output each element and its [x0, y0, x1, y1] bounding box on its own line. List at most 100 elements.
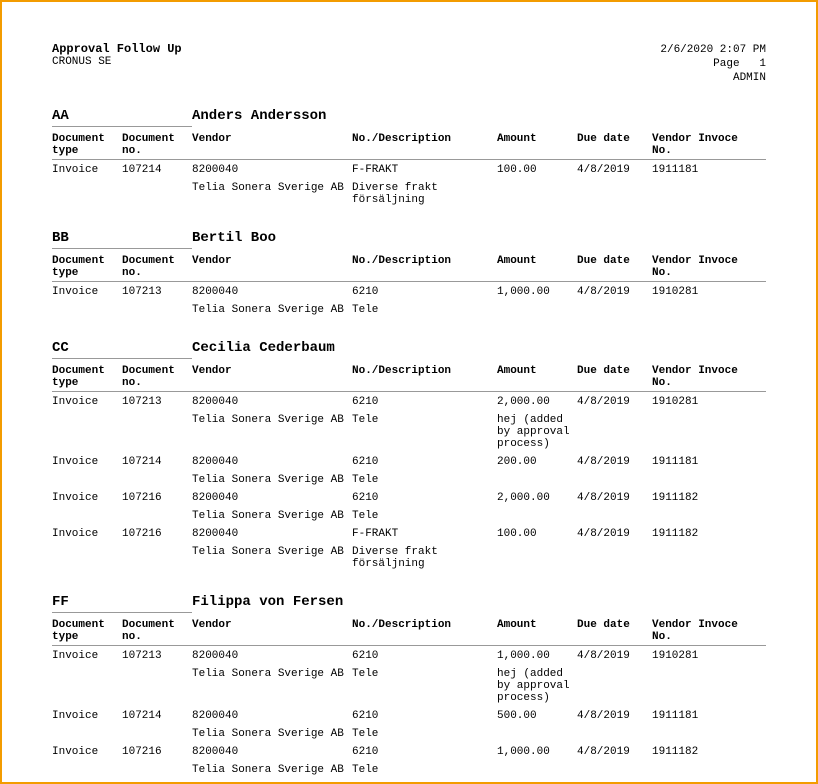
cell-vendor-no: 8200040: [192, 524, 352, 542]
cell-vendor-no: 8200040: [192, 160, 352, 179]
table-row-detail: Telia Sonera Sverige ABTele: [52, 300, 766, 318]
col-head-vendor: Vendor: [192, 131, 352, 160]
cell-description: Tele: [352, 724, 497, 742]
table-row-detail: Telia Sonera Sverige ABTele: [52, 760, 766, 778]
table-row: Invoice1072148200040F-FRAKT100.004/8/201…: [52, 160, 766, 179]
cell-no: F-FRAKT: [352, 160, 497, 179]
table-row-detail: Telia Sonera Sverige ABTelehej (added by…: [52, 410, 766, 452]
approver-name: Bertil Boo: [192, 230, 766, 249]
cell-due: 4/8/2019: [577, 160, 652, 179]
cell-amount: 500.00: [497, 706, 577, 724]
section-header: AAAnders Andersson: [52, 108, 766, 127]
col-head-amount: Amount: [497, 131, 577, 160]
header-left: Approval Follow Up CRONUS SE: [52, 42, 182, 68]
cell-doc-type: Invoice: [52, 706, 122, 724]
cell-amount: 100.00: [497, 160, 577, 179]
table-row-detail: Telia Sonera Sverige ABTele: [52, 506, 766, 524]
cell-amount: 1,000.00: [497, 282, 577, 301]
table-row: Invoice107213820004062101,000.004/8/2019…: [52, 282, 766, 301]
table-row: Invoice107213820004062101,000.004/8/2019…: [52, 646, 766, 665]
cell-no: 6210: [352, 392, 497, 411]
col-head-amount: Amount: [497, 253, 577, 282]
col-head-doc-type: Document type: [52, 131, 122, 160]
cell-vendor-name: Telia Sonera Sverige AB: [192, 760, 352, 778]
page-number: 1: [759, 58, 766, 70]
col-head-vendor: Vendor: [192, 617, 352, 646]
table-row-detail: Telia Sonera Sverige ABTele: [52, 470, 766, 488]
col-head-vendor: Vendor: [192, 253, 352, 282]
cell-doc-type: Invoice: [52, 646, 122, 665]
report-title: Approval Follow Up: [52, 42, 182, 56]
cell-doc-no: 107216: [122, 742, 192, 760]
cell-description: Tele: [352, 506, 497, 524]
table-row-detail: Telia Sonera Sverige ABTele: [52, 724, 766, 742]
col-head-no-desc: No./Description: [352, 617, 497, 646]
table-row: Invoice10721482000406210500.004/8/201919…: [52, 706, 766, 724]
cell-doc-type: Invoice: [52, 160, 122, 179]
cell-amount: 1,000.00: [497, 646, 577, 665]
cell-no: 6210: [352, 646, 497, 665]
approver-name: Anders Andersson: [192, 108, 766, 127]
col-head-no-desc: No./Description: [352, 363, 497, 392]
approver-code: CC: [52, 340, 192, 359]
section-header: CCCecilia Cederbaum: [52, 340, 766, 359]
cell-no: 6210: [352, 706, 497, 724]
cell-doc-no: 107213: [122, 282, 192, 301]
table-row: Invoice1072168200040F-FRAKT100.004/8/201…: [52, 524, 766, 542]
col-head-vendor-inv: Vendor Invoce No.: [652, 363, 766, 392]
cell-vendor-name: Telia Sonera Sverige AB: [192, 664, 352, 706]
cell-vendor-no: 8200040: [192, 488, 352, 506]
cell-vendor-no: 8200040: [192, 646, 352, 665]
cell-no: 6210: [352, 452, 497, 470]
section-header: BBBertil Boo: [52, 230, 766, 249]
report-page: Approval Follow Up CRONUS SE 2/6/2020 2:…: [0, 0, 818, 784]
cell-inv: 1910281: [652, 282, 766, 301]
table-row: Invoice107213820004062102,000.004/8/2019…: [52, 392, 766, 411]
cell-description: Tele: [352, 300, 497, 318]
cell-doc-no: 107214: [122, 706, 192, 724]
cell-vendor-name: Telia Sonera Sverige AB: [192, 300, 352, 318]
cell-amount: 200.00: [497, 452, 577, 470]
cell-due: 4/8/2019: [577, 488, 652, 506]
col-head-vendor-inv: Vendor Invoce No.: [652, 253, 766, 282]
col-head-due-date: Due date: [577, 363, 652, 392]
col-head-vendor-inv: Vendor Invoce No.: [652, 131, 766, 160]
cell-description: Tele: [352, 664, 497, 706]
cell-vendor-name: Telia Sonera Sverige AB: [192, 506, 352, 524]
cell-amount-note: hej (added by approval process): [497, 664, 577, 706]
col-head-vendor-inv: Vendor Invoce No.: [652, 617, 766, 646]
col-head-due-date: Due date: [577, 617, 652, 646]
table-row-detail: Telia Sonera Sverige ABDiverse frakt för…: [52, 542, 766, 572]
cell-doc-type: Invoice: [52, 488, 122, 506]
approver-name: Filippa von Fersen: [192, 594, 766, 613]
col-head-amount: Amount: [497, 617, 577, 646]
cell-due: 4/8/2019: [577, 282, 652, 301]
cell-doc-type: Invoice: [52, 524, 122, 542]
table-row-detail: Telia Sonera Sverige ABDiverse frakt för…: [52, 178, 766, 208]
col-head-doc-type: Document type: [52, 253, 122, 282]
col-head-doc-no: Document no.: [122, 131, 192, 160]
cell-amount: 1,000.00: [497, 742, 577, 760]
table-row-detail: Telia Sonera Sverige ABTelehej (added by…: [52, 664, 766, 706]
cell-doc-no: 107214: [122, 452, 192, 470]
cell-description: Diverse frakt försäljning: [352, 542, 497, 572]
cell-vendor-name: Telia Sonera Sverige AB: [192, 178, 352, 208]
cell-doc-no: 107213: [122, 646, 192, 665]
col-head-doc-no: Document no.: [122, 253, 192, 282]
cell-no: 6210: [352, 742, 497, 760]
cell-inv: 1911182: [652, 524, 766, 542]
approval-table: Document typeDocument no.VendorNo./Descr…: [52, 131, 766, 208]
cell-doc-type: Invoice: [52, 392, 122, 411]
cell-amount-note: [497, 506, 577, 524]
cell-due: 4/8/2019: [577, 742, 652, 760]
cell-amount-note: [497, 300, 577, 318]
cell-inv: 1911182: [652, 742, 766, 760]
col-head-no-desc: No./Description: [352, 131, 497, 160]
cell-due: 4/8/2019: [577, 706, 652, 724]
cell-no: 6210: [352, 488, 497, 506]
cell-amount: 2,000.00: [497, 392, 577, 411]
company-name: CRONUS SE: [52, 56, 182, 68]
cell-vendor-no: 8200040: [192, 706, 352, 724]
col-head-no-desc: No./Description: [352, 253, 497, 282]
cell-due: 4/8/2019: [577, 646, 652, 665]
